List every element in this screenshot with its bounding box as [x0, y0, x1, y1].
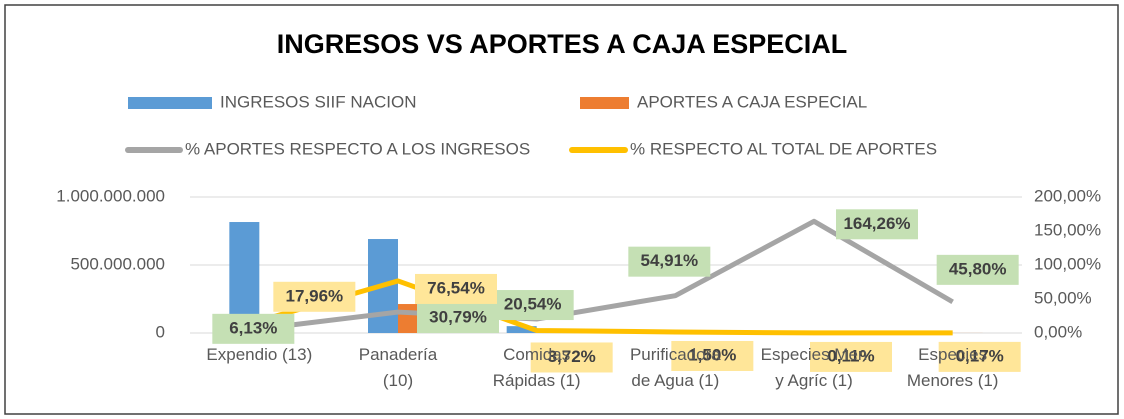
legend-label: % RESPECTO AL TOTAL DE APORTES [630, 139, 937, 158]
y2-tick-label: 200,00% [1034, 186, 1101, 205]
data-label: 20,54% [504, 295, 562, 314]
y2-tick-label: 150,00% [1034, 220, 1101, 239]
data-label: 3,72% [548, 347, 596, 366]
chart-title: INGRESOS VS APORTES A CAJA ESPECIAL [277, 29, 848, 59]
y-tick-label: 0 [156, 322, 165, 341]
y2-tick-label: 100,00% [1034, 254, 1101, 273]
data-label-bg [212, 313, 295, 344]
line [258, 278, 953, 336]
legend-swatch [580, 97, 629, 109]
x-tick-label: Purificadora de Agua (1) [629, 345, 721, 390]
data-label: 45,80% [949, 259, 1007, 278]
data-label: 0,17% [956, 346, 1004, 365]
data-label-bg [530, 342, 613, 373]
y-tick-label: 500.000.000 [70, 254, 165, 273]
legend-swatch [128, 97, 212, 109]
legend-label: INGRESOS SIIF NACION [220, 92, 416, 111]
data-label-bg [836, 209, 918, 240]
y-tick-label: 1.000.000.000 [56, 186, 165, 205]
x-tick-label: Especies Men y Agríc (1) [760, 345, 868, 390]
y2-tick-label: 50,00% [1034, 288, 1092, 307]
data-label: 76,54% [427, 278, 485, 297]
y2-tick-label: 0,00% [1034, 322, 1082, 341]
data-label: 0,11% [827, 346, 874, 365]
legend-label: % APORTES RESPECTO A LOS INGRESOS [185, 139, 530, 158]
data-label: 17,96% [285, 286, 343, 305]
bar [506, 326, 537, 333]
data-label: 164,26% [843, 214, 910, 233]
x-tick-label: Comidas Rápidas (1) [492, 345, 581, 390]
data-label-bg [417, 303, 499, 334]
data-label-bg [415, 273, 497, 304]
data-label-bg [810, 341, 892, 372]
x-tick-label: Panadería (10) [358, 345, 438, 390]
data-label-bg [671, 340, 754, 371]
data-label-bg [628, 246, 711, 277]
data-label-bg [938, 341, 1021, 372]
data-label: 1,50% [688, 345, 736, 364]
data-label-bg [273, 281, 356, 312]
data-label-bg [491, 290, 574, 321]
data-label: 6,13% [229, 318, 277, 337]
data-label: 30,79% [429, 308, 487, 327]
x-tick-label: Expendio (13) [206, 345, 313, 364]
data-label: 54,91% [640, 251, 698, 270]
legend-label: APORTES A CAJA ESPECIAL [637, 92, 867, 111]
x-tick-label: Especies Menores (1) [906, 345, 999, 390]
data-label-bg [936, 254, 1019, 285]
